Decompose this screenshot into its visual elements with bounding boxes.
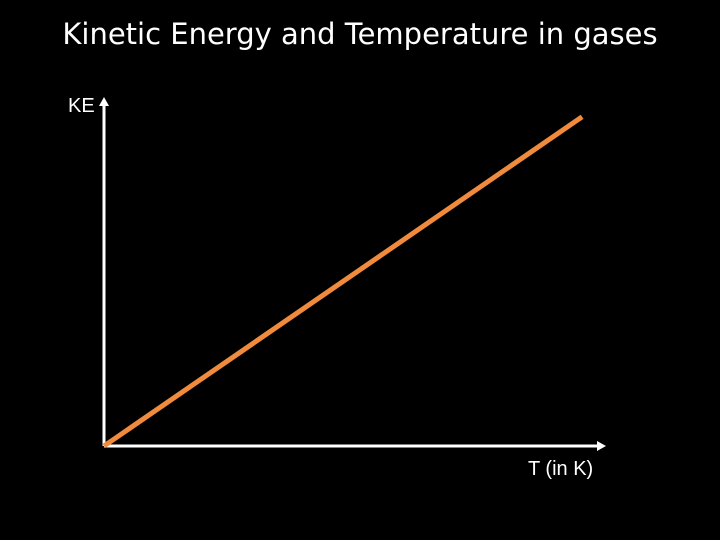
x-axis-arrowhead	[597, 441, 606, 451]
y-axis-arrowhead	[99, 97, 109, 106]
slide-title: Kinetic Energy and Temperature in gases	[62, 17, 658, 51]
series-line-0	[102, 114, 584, 449]
y-axis-label: KE	[68, 95, 95, 117]
x-axis-label: T (in K)	[528, 458, 594, 480]
chart-axes	[99, 97, 606, 451]
chart-series-layer	[102, 114, 584, 449]
